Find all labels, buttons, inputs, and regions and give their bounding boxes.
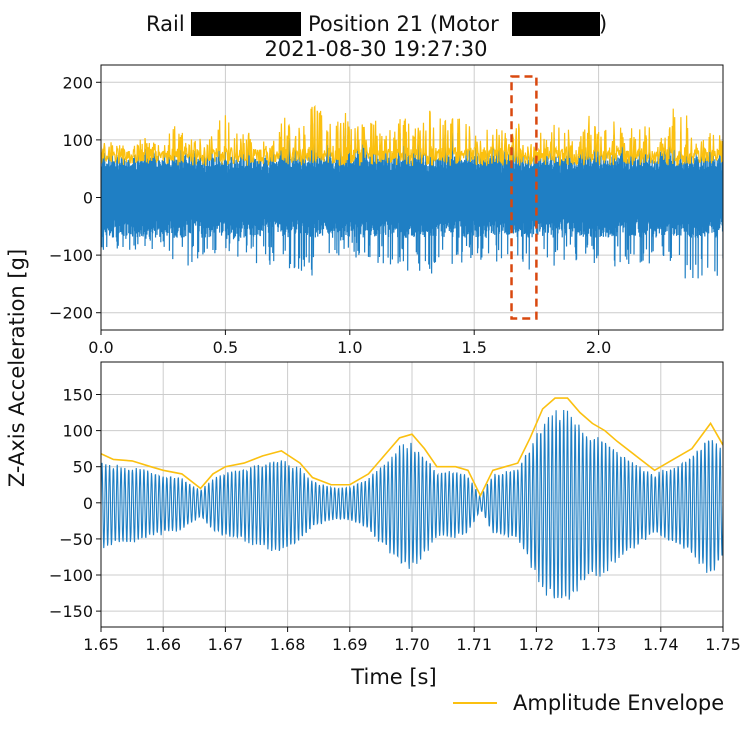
zoom-region-box (510, 75, 538, 320)
top-ytick-label: 100 (62, 131, 93, 150)
bottom-ytick-label: −50 (59, 530, 93, 549)
title-timestamp: 2021-08-30 19:27:30 (264, 37, 487, 61)
top-xtick-label: 2.0 (586, 338, 611, 357)
top-frame (100, 64, 724, 331)
bottom-ytick-label: −100 (49, 566, 93, 585)
zoom-panel: 1.65 1.66 1.67 1.68 1.69 1.70 1.71 1.72 1.73 1.74… (49, 361, 741, 654)
bottom-xtick-label: 1.70 (394, 635, 430, 654)
top-ytick-label: 0 (83, 189, 93, 208)
top-plot-area (101, 104, 723, 279)
bottom-ytick-label: 100 (62, 422, 93, 441)
title-rail: Rail (146, 12, 185, 36)
top-ytick-label: −200 (49, 304, 93, 323)
overview-panel: 0.0 0.5 1.0 1.5 2.0 200 100 0 −100 −200 (49, 64, 724, 357)
bottom-xtick-label: 1.73 (581, 635, 617, 654)
bottom-ytick-label: 150 (62, 385, 93, 404)
bottom-frame (100, 361, 724, 628)
legend: Amplitude Envelope (453, 691, 724, 715)
title-close-paren: ) (599, 12, 607, 36)
top-signal-series (101, 122, 723, 279)
bottom-xtick-label: 1.74 (643, 635, 679, 654)
bottom-ytick-label: 0 (83, 494, 93, 513)
top-xtick-label: 0.5 (213, 338, 238, 357)
y-axis-label: Z-Axis Acceleration [g] (5, 249, 29, 487)
top-envelope-series (101, 104, 723, 166)
bottom-xtick-label: 1.71 (456, 635, 492, 654)
top-xtick-label: 1.0 (337, 338, 362, 357)
title-redaction-1 (191, 12, 301, 36)
top-ytick-label: −100 (49, 246, 93, 265)
bottom-xtick-label: 1.68 (270, 635, 306, 654)
bottom-xtick-label: 1.65 (83, 635, 119, 654)
top-xtick-label: 0.0 (88, 338, 113, 357)
bottom-ytick-label: −150 (49, 602, 93, 621)
bottom-plot-area (101, 397, 723, 600)
bottom-xtick-label: 1.66 (145, 635, 181, 654)
top-xtick-label: 1.5 (461, 338, 486, 357)
title-redaction-2 (512, 12, 600, 36)
legend-envelope-label: Amplitude Envelope (513, 691, 724, 715)
bottom-xtick-label: 1.72 (519, 635, 555, 654)
bottom-ytick-label: 50 (73, 458, 93, 477)
top-ytick-label: 200 (62, 73, 93, 92)
title-position: Position 21 (Motor (308, 12, 499, 36)
bottom-xtick-label: 1.75 (705, 635, 741, 654)
bottom-envelope-series (101, 397, 723, 498)
bottom-signal-series (101, 409, 723, 600)
x-axis-label: Time [s] (350, 665, 436, 689)
bottom-xtick-label: 1.69 (332, 635, 368, 654)
bottom-xtick-label: 1.67 (208, 635, 244, 654)
